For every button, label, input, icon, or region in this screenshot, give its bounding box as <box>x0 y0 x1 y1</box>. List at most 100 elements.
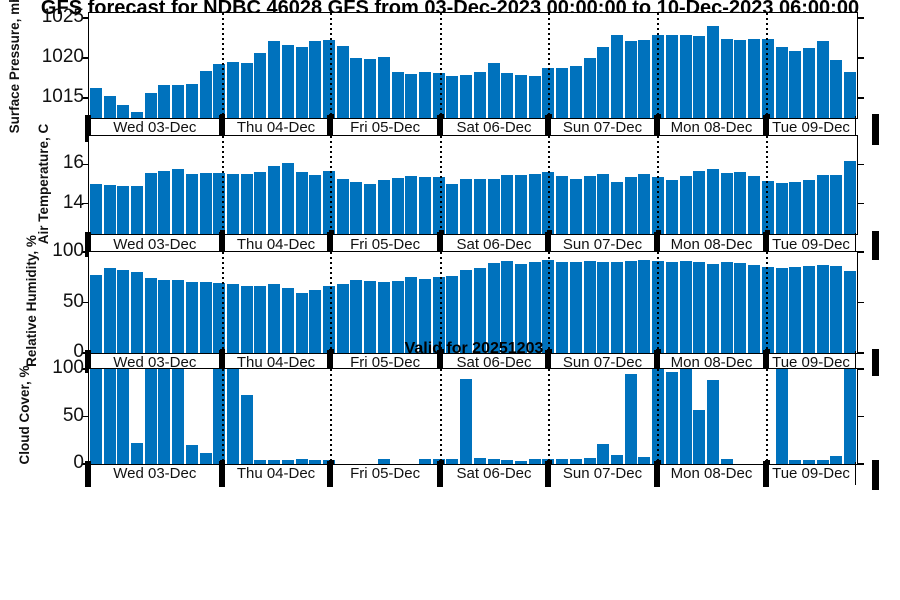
bar <box>583 176 596 234</box>
bar <box>830 266 843 353</box>
bar <box>130 112 144 118</box>
clipped-day-tick-mark <box>872 231 879 260</box>
bar <box>418 177 432 234</box>
bar <box>679 34 692 118</box>
bar <box>130 272 144 353</box>
bar <box>610 454 624 464</box>
bar <box>172 169 185 234</box>
y-tick-label: 100 <box>52 357 84 378</box>
bar <box>350 57 363 118</box>
bar <box>693 36 706 118</box>
day-boundary-thick-tick <box>85 461 91 487</box>
day-label: Mon 08-Dec <box>670 465 753 482</box>
bar <box>172 85 185 118</box>
bar <box>569 179 582 234</box>
bar <box>144 369 157 464</box>
bar <box>679 176 692 234</box>
bar <box>158 369 171 464</box>
y-tick-mark <box>82 251 88 253</box>
bar <box>117 185 130 234</box>
bar <box>322 40 336 118</box>
bar <box>706 380 720 464</box>
day-boundary-thick-tick <box>545 115 551 142</box>
bar <box>556 67 569 118</box>
day-boundary-thick-tick <box>763 232 769 257</box>
bar <box>254 460 267 464</box>
y-tick-mark <box>82 415 88 418</box>
day-boundary-thick-tick <box>545 232 551 257</box>
day-boundary-dotted-line <box>221 136 224 234</box>
bar <box>693 171 706 234</box>
clipped-day-tick-mark <box>872 349 879 376</box>
bar <box>514 264 528 353</box>
bar <box>309 175 322 234</box>
day-boundary-thick-tick <box>654 461 660 487</box>
y-tick-mark <box>858 163 865 166</box>
y-tick-mark <box>82 163 88 166</box>
bar <box>226 284 240 353</box>
y-tick-mark <box>858 415 865 418</box>
bar <box>734 40 747 118</box>
clipped-day-tick-mark <box>872 114 879 145</box>
bar <box>377 459 390 464</box>
day-label: Sun 07-Dec <box>562 119 643 136</box>
bar <box>281 163 294 234</box>
day-boundary-dotted-line <box>440 13 442 118</box>
axis-corner-line <box>854 116 856 140</box>
bar <box>816 265 829 353</box>
y-tick-mark <box>858 301 865 304</box>
bar <box>583 261 596 353</box>
day-label: Tue 09-Dec <box>772 119 850 136</box>
bar <box>199 70 212 118</box>
bar <box>130 443 144 464</box>
day-label: Tue 09-Dec <box>772 465 850 482</box>
bar <box>720 173 733 234</box>
bar <box>597 444 610 464</box>
cloud-axes <box>82 368 865 465</box>
day-boundary-thick-tick <box>437 350 443 373</box>
bar <box>748 39 761 118</box>
axis-corner-line <box>854 462 856 485</box>
bar <box>610 34 624 118</box>
bar <box>268 166 281 234</box>
bar <box>377 282 390 353</box>
bar <box>226 174 240 234</box>
day-label: Thu 04-Dec <box>236 236 316 253</box>
bar <box>802 48 816 118</box>
y-tick-mark <box>82 97 88 99</box>
bar <box>336 179 349 234</box>
bar <box>528 76 541 118</box>
bar <box>418 72 432 118</box>
day-label: Mon 08-Dec <box>670 119 753 136</box>
bar <box>597 174 610 234</box>
day-label: Sat 06-Dec <box>456 465 532 482</box>
bar <box>830 456 843 464</box>
bar <box>295 459 308 464</box>
bar <box>240 62 253 118</box>
day-boundary-dotted-line <box>657 13 659 118</box>
day-label: Fri 05-Dec <box>350 119 421 136</box>
bar <box>597 262 610 353</box>
day-label: Wed 03-Dec <box>113 465 197 482</box>
y-tick-label: 16 <box>62 152 84 174</box>
day-boundary-thick-tick <box>218 461 225 487</box>
bar <box>748 176 761 234</box>
bar <box>281 460 294 464</box>
day-boundary-dotted-line <box>221 369 224 464</box>
bar <box>473 179 486 234</box>
day-boundary-dotted-line <box>766 13 768 118</box>
bar <box>226 61 240 118</box>
day-label: Wed 03-Dec <box>113 236 197 253</box>
bar <box>706 169 720 234</box>
bar <box>624 261 637 353</box>
bar <box>473 268 486 353</box>
bar <box>336 45 349 118</box>
bar <box>185 445 198 464</box>
day-boundary-thick-tick <box>218 115 225 142</box>
bar <box>597 47 610 118</box>
bar <box>103 369 116 464</box>
bar <box>775 183 788 234</box>
y-tick-mark <box>82 368 88 370</box>
bar <box>556 262 569 353</box>
bar <box>679 261 692 353</box>
